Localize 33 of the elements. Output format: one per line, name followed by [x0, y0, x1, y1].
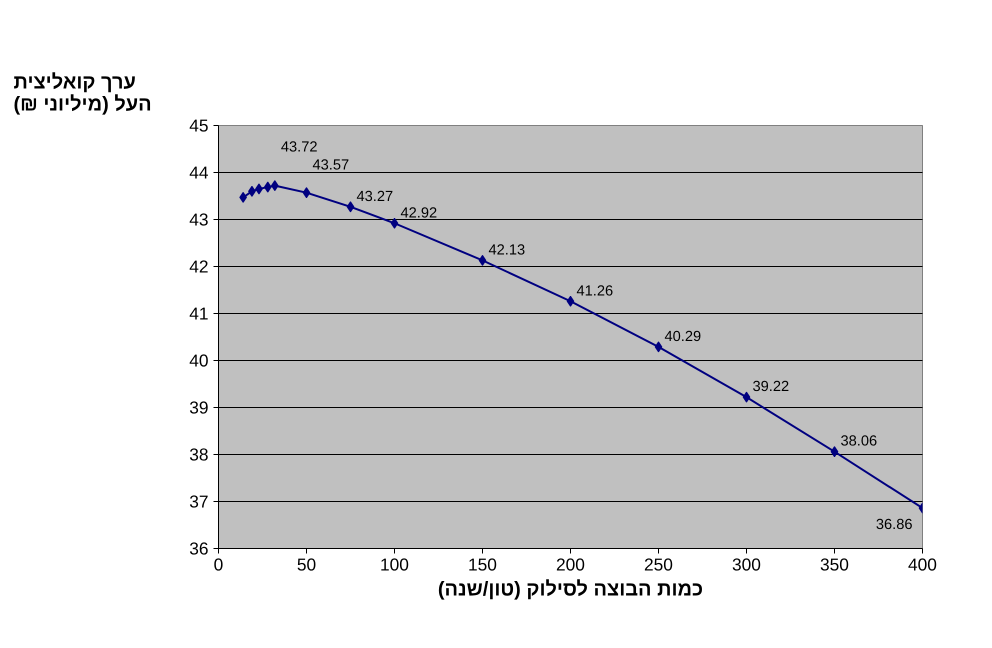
y-tick-label: 45 [189, 116, 209, 136]
x-tick-label: 150 [468, 554, 497, 574]
data-label: 38.06 [840, 434, 878, 450]
x-tick-label: 50 [296, 554, 316, 574]
data-label: 43.57 [312, 158, 350, 174]
x-tick-label: 100 [380, 554, 409, 574]
data-label: 41.26 [576, 283, 614, 300]
y-tick-label: 43 [189, 210, 209, 230]
point [264, 182, 272, 193]
x-tick-label: 200 [556, 554, 585, 574]
x-axis-title: כמות הבוצה לסילוק (טון/שנה) [438, 578, 704, 600]
data-label: 40.29 [664, 328, 702, 345]
x-tick-label: 300 [732, 554, 761, 574]
y-tick-label: 37 [189, 492, 209, 512]
y-tick-label: 36 [189, 538, 209, 558]
y-tick-label: 44 [189, 162, 209, 182]
y-tick-label: 41 [189, 304, 209, 324]
point [270, 180, 279, 192]
data-label: 36.86 [876, 517, 913, 534]
x-tick-label: 350 [820, 554, 849, 574]
data-label: 42.13 [488, 242, 526, 258]
data-label: 43.72 [280, 140, 318, 156]
data-label: 39.22 [752, 379, 790, 396]
x-tick-label: 400 [908, 554, 937, 574]
y-tick-label: 39 [189, 398, 209, 418]
data-label: 43.27 [356, 188, 394, 205]
x-tick-label: 0 [214, 554, 224, 574]
data-label: 42.92 [400, 205, 438, 222]
x-tick-label: 250 [644, 554, 673, 574]
y-axis-title: ערך קואליצית העל (מיליוני ₪) [14, 72, 152, 116]
y-tick-label: 42 [189, 256, 209, 276]
y-tick-label: 40 [189, 350, 209, 370]
y-tick-label: 38 [189, 444, 209, 464]
